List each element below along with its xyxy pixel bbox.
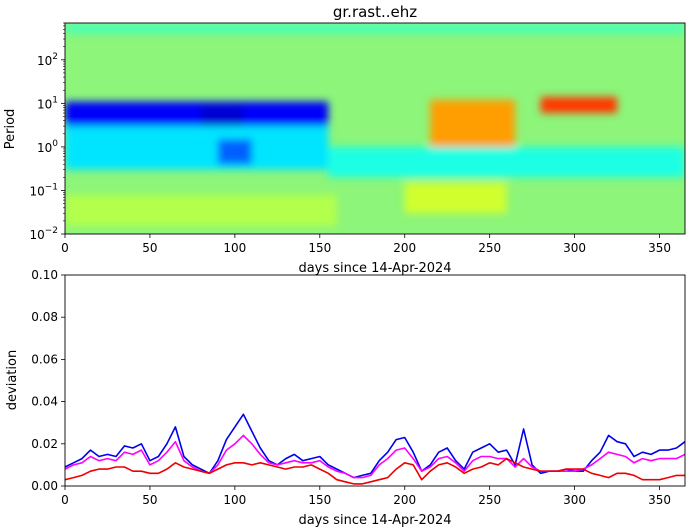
top-plot-frame	[64, 22, 686, 235]
x-tick-label: 250	[478, 493, 501, 507]
y-tick-label: 102	[37, 52, 58, 68]
heatmap-cell	[404, 182, 507, 214]
top-y-ticks: 10−2 10−1 100 101 102	[29, 22, 65, 242]
series-line	[65, 413, 685, 479]
x-tick-label: 250	[478, 241, 501, 255]
top-x-axis-label: days since 14-Apr-2024	[298, 261, 451, 276]
heatmap-cell	[65, 101, 329, 127]
y-tick-label: 0.10	[31, 268, 58, 282]
y-tick-label: 10−2	[29, 226, 58, 242]
bottom-x-ticks: 0 50 100 150 200 250 300 350	[61, 486, 671, 507]
x-tick-label: 50	[142, 493, 157, 507]
x-tick-label: 200	[393, 241, 416, 255]
x-tick-label: 0	[61, 241, 69, 255]
y-tick-label: 0.02	[31, 437, 58, 451]
heatmap-cell	[65, 126, 329, 170]
bottom-plot-frame	[64, 274, 686, 487]
heatmap-cell	[430, 99, 516, 147]
y-tick-label: 10−1	[29, 182, 58, 198]
x-tick-label: 350	[648, 241, 671, 255]
heatmap-cell	[328, 146, 685, 178]
heatmap-cell	[65, 23, 685, 34]
x-tick-label: 50	[142, 241, 157, 255]
x-tick-label: 0	[61, 493, 69, 507]
y-tick-label: 0.06	[31, 352, 58, 366]
bottom-y-axis-label: deviation	[5, 350, 20, 410]
x-tick-label: 200	[393, 493, 416, 507]
x-tick-label: 100	[223, 493, 246, 507]
x-tick-label: 300	[563, 493, 586, 507]
series-line	[65, 457, 685, 485]
deviation-panel: 0 50 100 150 200 250 300 350 0.000.020.040.060.…	[5, 268, 686, 528]
bottom-x-axis-label: days since 14-Apr-2024	[298, 513, 451, 528]
x-tick-label: 150	[308, 493, 331, 507]
heatmap-cell	[217, 139, 252, 165]
spectrogram-panel: gr.rast..ehz 0 50 100 150 200 250 300 350 10−21…	[3, 3, 686, 276]
heatmap-cell	[540, 96, 618, 114]
bottom-plot-background	[65, 275, 685, 486]
y-tick-label: 0.08	[31, 310, 58, 324]
bottom-y-ticks: 0.00 0.02 0.04 0.06 0.08 0.10	[31, 268, 65, 493]
x-tick-label: 300	[563, 241, 586, 255]
y-tick-label: 100	[37, 139, 58, 155]
heatmap-cell	[65, 194, 337, 227]
y-tick-label: 0.04	[31, 395, 58, 409]
chart-title: gr.rast..ehz	[333, 3, 417, 21]
x-tick-label: 150	[308, 241, 331, 255]
heatmap-regions	[65, 23, 685, 227]
x-tick-label: 350	[648, 493, 671, 507]
y-tick-label: 101	[37, 95, 58, 111]
x-tick-label: 100	[223, 241, 246, 255]
top-x-ticks: 0 50 100 150 200 250 300 350	[61, 234, 671, 255]
deviation-lines	[65, 413, 685, 485]
y-tick-label: 0.00	[31, 479, 58, 493]
top-y-axis-label: Period	[3, 109, 18, 150]
heatmap-cell	[200, 105, 244, 127]
